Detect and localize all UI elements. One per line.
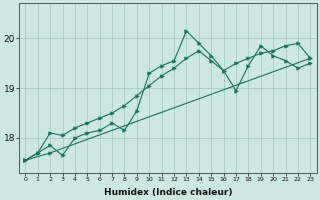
X-axis label: Humidex (Indice chaleur): Humidex (Indice chaleur) (104, 188, 232, 197)
